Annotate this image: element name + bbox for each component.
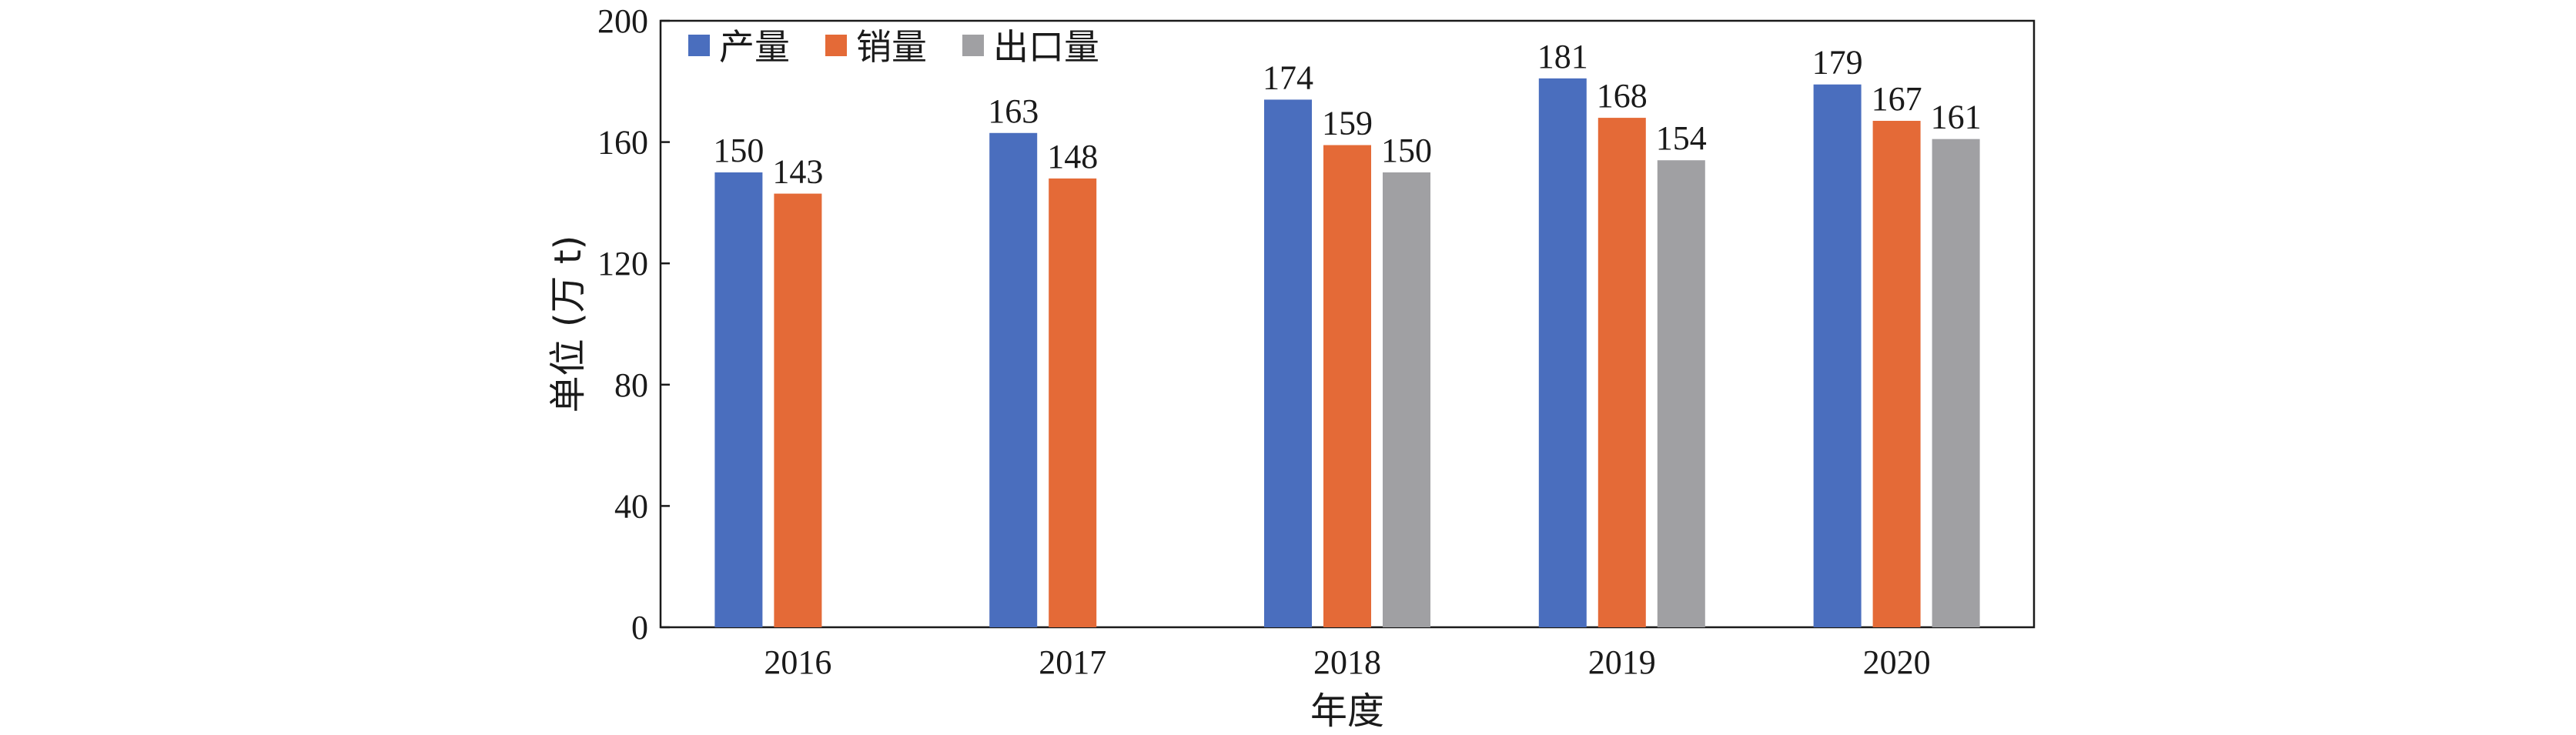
y-tick-label: 40 (614, 487, 648, 525)
x-tick-label: 2017 (1039, 643, 1106, 681)
y-tick-label: 0 (631, 609, 648, 646)
bar-1-2019 (1538, 78, 1587, 628)
x-axis-title: 年度 (1310, 690, 1384, 733)
bar-1-2018 (1264, 99, 1312, 627)
bar-3-2019 (1657, 160, 1705, 628)
bar-1-2020 (1813, 84, 1862, 628)
legend-swatch (962, 35, 984, 56)
x-tick-label: 2018 (1313, 643, 1381, 681)
data-label: 161 (1931, 99, 1982, 136)
legend-label: 销量 (856, 26, 927, 68)
bar-2-2020 (1872, 121, 1921, 627)
y-tick-label: 200 (597, 2, 648, 40)
bar-series-group (714, 78, 1980, 628)
bar-2-2017 (1049, 178, 1097, 627)
y-axis: 0 40 80 120 160 200 (597, 2, 670, 646)
data-label: 154 (1656, 119, 1707, 157)
legend-swatch (825, 35, 847, 56)
bar-3-2018 (1383, 172, 1430, 627)
legend-label: 产量 (719, 26, 790, 68)
data-label: 181 (1537, 38, 1588, 75)
y-tick-label: 120 (597, 245, 648, 282)
bar-2-2018 (1323, 145, 1371, 628)
data-label: 167 (1872, 80, 1922, 118)
bar-1-2017 (989, 132, 1038, 627)
bar-2-2019 (1597, 118, 1646, 627)
data-label: 168 (1597, 77, 1648, 115)
y-tick-label: 160 (597, 124, 648, 162)
legend-swatch (688, 35, 710, 56)
x-tick-label: 2020 (1863, 643, 1931, 681)
bar-3-2020 (1932, 139, 1980, 627)
bar-2-2016 (774, 193, 822, 627)
legend-label: 出口量 (993, 26, 1099, 68)
data-label: 159 (1322, 105, 1373, 142)
data-label: 143 (772, 153, 823, 191)
x-tick-label: 2016 (764, 643, 831, 681)
y-axis-title: 单位 (万 t) (547, 236, 590, 413)
x-axis: 2016 2017 2018 2019 2020 (764, 643, 1930, 681)
x-tick-label: 2019 (1588, 643, 1656, 681)
data-label: 179 (1812, 44, 1863, 82)
bar-1-2016 (714, 172, 763, 627)
legend: 产量 销量 出口量 (688, 26, 1099, 68)
data-label: 163 (988, 92, 1039, 130)
data-label: 174 (1263, 58, 1313, 96)
data-label: 150 (1381, 132, 1432, 169)
data-label: 150 (713, 132, 764, 169)
y-tick-label: 80 (614, 366, 648, 404)
data-label: 148 (1047, 138, 1098, 175)
